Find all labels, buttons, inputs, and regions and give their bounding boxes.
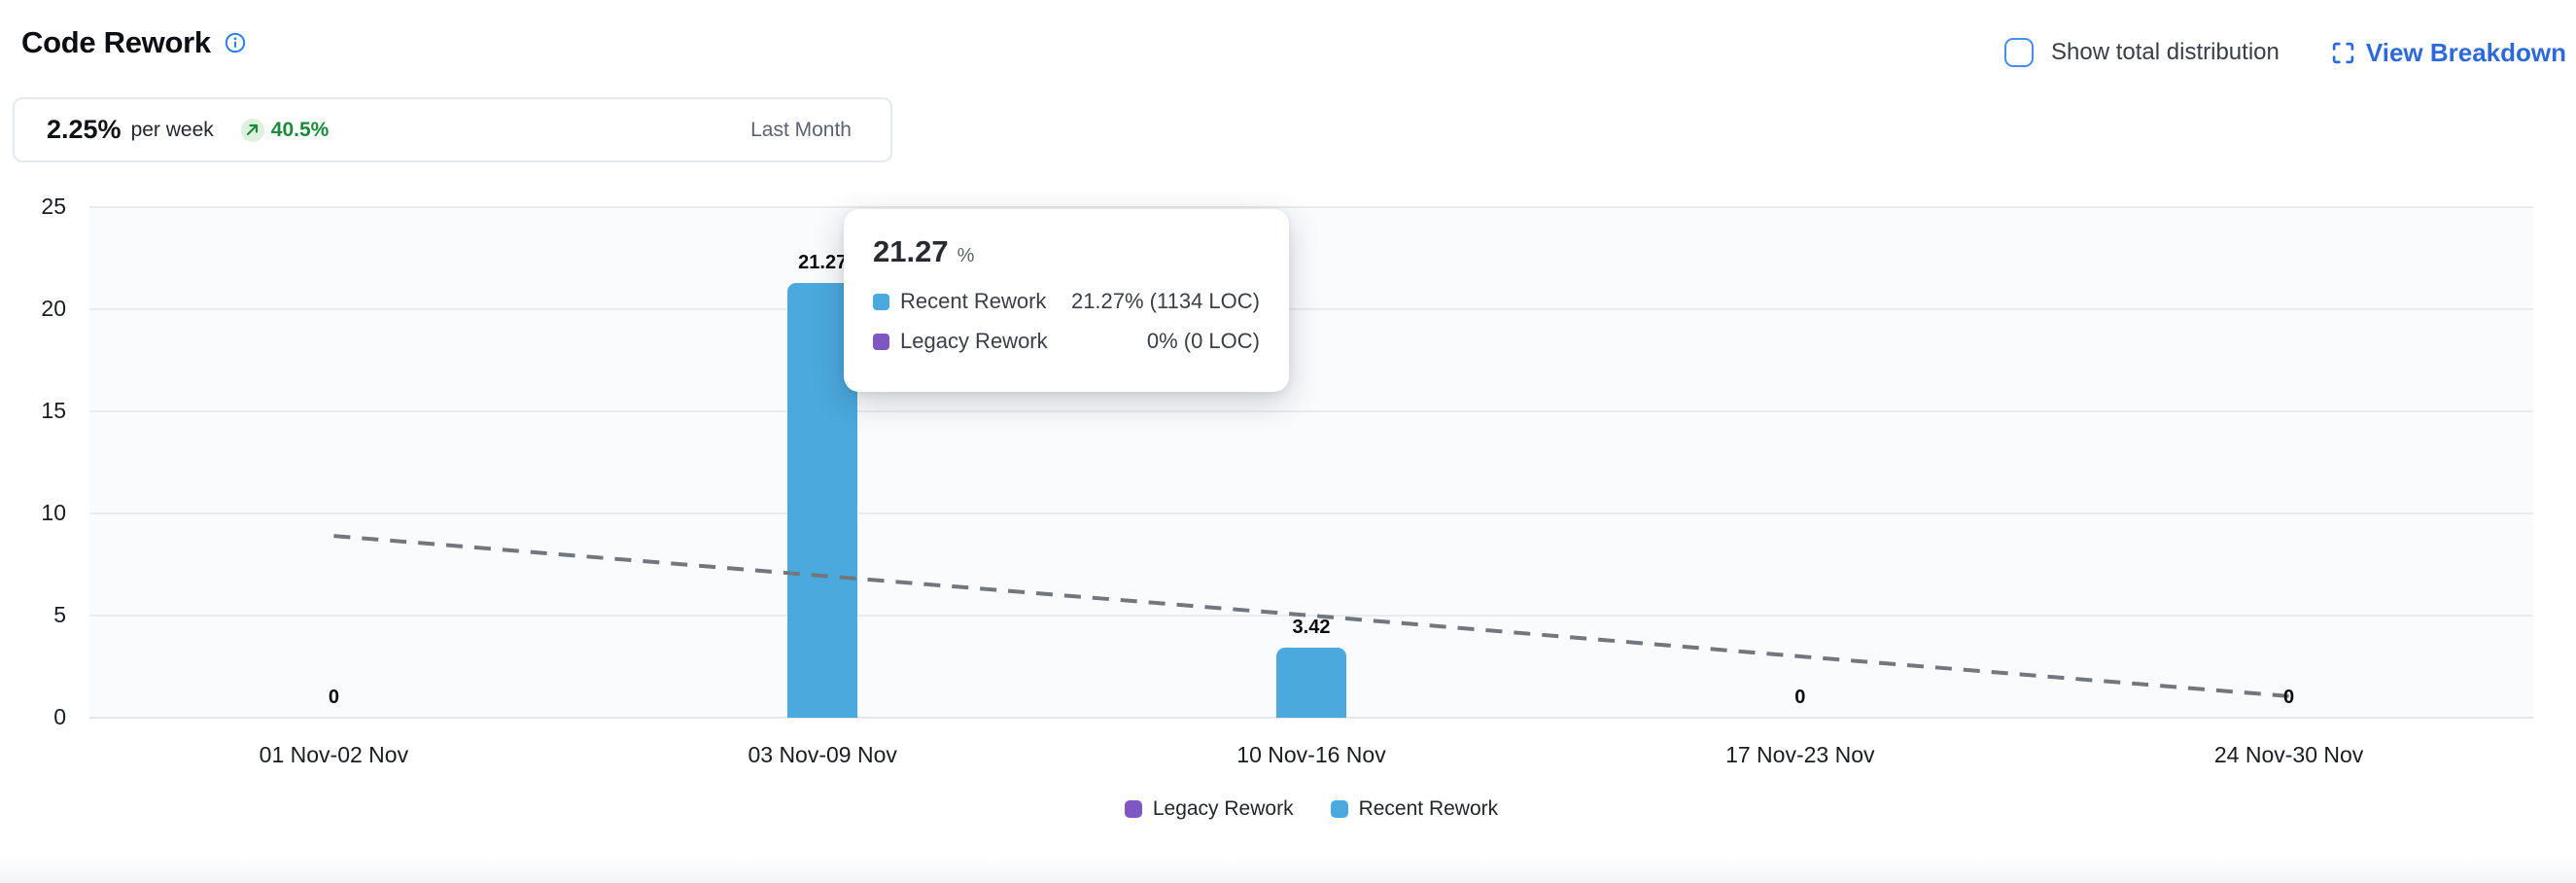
view-breakdown-button[interactable]: View Breakdown: [2331, 38, 2566, 68]
tooltip-row: Recent Rework 21.27% (1134 LOC): [873, 289, 1260, 314]
y-tick-20: 20: [41, 296, 66, 321]
expand-corners-icon: [2332, 42, 2354, 63]
tooltip-series-value: 21.27% (1134 LOC): [1070, 289, 1260, 313]
show-total-distribution-label: Show total distribution: [2051, 39, 2280, 65]
stat-card: 2.25% per week 40.5% Last Month: [13, 97, 892, 162]
stat-value: 2.25%: [47, 115, 122, 144]
tooltip-value: 21.27: [873, 234, 949, 268]
bar-value-label-4: 0: [2283, 687, 2295, 708]
x-label-2: 10 Nov-16 Nov: [1236, 742, 1386, 767]
show-total-distribution-checkbox[interactable]: [2004, 38, 2035, 67]
legend-item-recent-rework[interactable]: Recent Rework: [1330, 797, 1499, 821]
tooltip-series-swatch-icon: [873, 333, 889, 350]
bar-value-label-3: 0: [1794, 687, 1806, 708]
legend-swatch-icon: [1330, 800, 1348, 818]
trend-line: [333, 534, 2289, 698]
y-tick-10: 10: [41, 500, 66, 525]
view-breakdown-label: View Breakdown: [2365, 37, 2566, 67]
bar-recent-rework-2[interactable]: [1276, 648, 1346, 718]
gridline-y-20: [89, 308, 2533, 310]
x-label-1: 03 Nov-09 Nov: [748, 742, 897, 767]
tooltip-series-value: 0% (0 LOC): [1146, 329, 1260, 353]
info-icon[interactable]: [225, 32, 246, 53]
gridline-y-15: [89, 410, 2533, 412]
trend-up-arrow-icon: [240, 118, 264, 142]
tooltip-series-swatch-icon: [873, 293, 889, 310]
bar-value-label-0: 0: [328, 687, 339, 708]
delta-badge: 40.5%: [240, 118, 330, 142]
legend-item-legacy-rework[interactable]: Legacy Rework: [1124, 797, 1294, 821]
page-title: Code Rework: [21, 25, 211, 59]
chart-tooltip: 21.27 % Recent Rework 21.27% (1134 LOC) Le…: [844, 209, 1289, 392]
y-tick-15: 15: [41, 398, 66, 423]
chart-legend: Legacy Rework Recent Rework: [89, 797, 2533, 821]
legend-label: Legacy Rework: [1152, 797, 1294, 820]
y-tick-5: 5: [53, 602, 66, 627]
gridline-y-5: [89, 615, 2533, 617]
bar-value-label-1: 21.27: [798, 252, 848, 274]
plot-area: [89, 206, 2533, 719]
tooltip-rows: Recent Rework 21.27% (1134 LOC) Legacy Rew…: [873, 289, 1260, 354]
stat-unit: per week: [130, 118, 214, 141]
bar-value-label-2: 3.42: [1292, 617, 1331, 639]
x-label-4: 24 Nov-30 Nov: [2213, 742, 2364, 767]
gridline-y-0: [89, 717, 2533, 719]
tooltip-title-row: 21.27 %: [873, 234, 1260, 269]
delta-value: 40.5%: [270, 118, 330, 141]
tooltip-row: Legacy Rework 0% (0 LOC): [873, 329, 1260, 354]
chart-controls: Show total distribution View Breakdown: [2004, 35, 2566, 70]
legend-label: Recent Rework: [1358, 797, 1499, 820]
tooltip-series-label: Recent Rework: [900, 289, 1047, 313]
tooltip-series-label: Legacy Rework: [900, 329, 1048, 353]
gridline-y-10: [89, 512, 2533, 514]
x-label-0: 01 Nov-02 Nov: [259, 742, 409, 767]
y-tick-25: 25: [41, 194, 66, 219]
section-divider: [0, 856, 2576, 883]
x-label-3: 17 Nov-23 Nov: [1725, 742, 1875, 767]
header: Code Rework: [21, 25, 246, 60]
gridline-y-25: [89, 206, 2533, 208]
period-label: Last Month: [750, 118, 852, 141]
legend-swatch-icon: [1124, 800, 1142, 818]
y-tick-0: 0: [53, 704, 66, 729]
tooltip-unit: %: [957, 245, 975, 266]
